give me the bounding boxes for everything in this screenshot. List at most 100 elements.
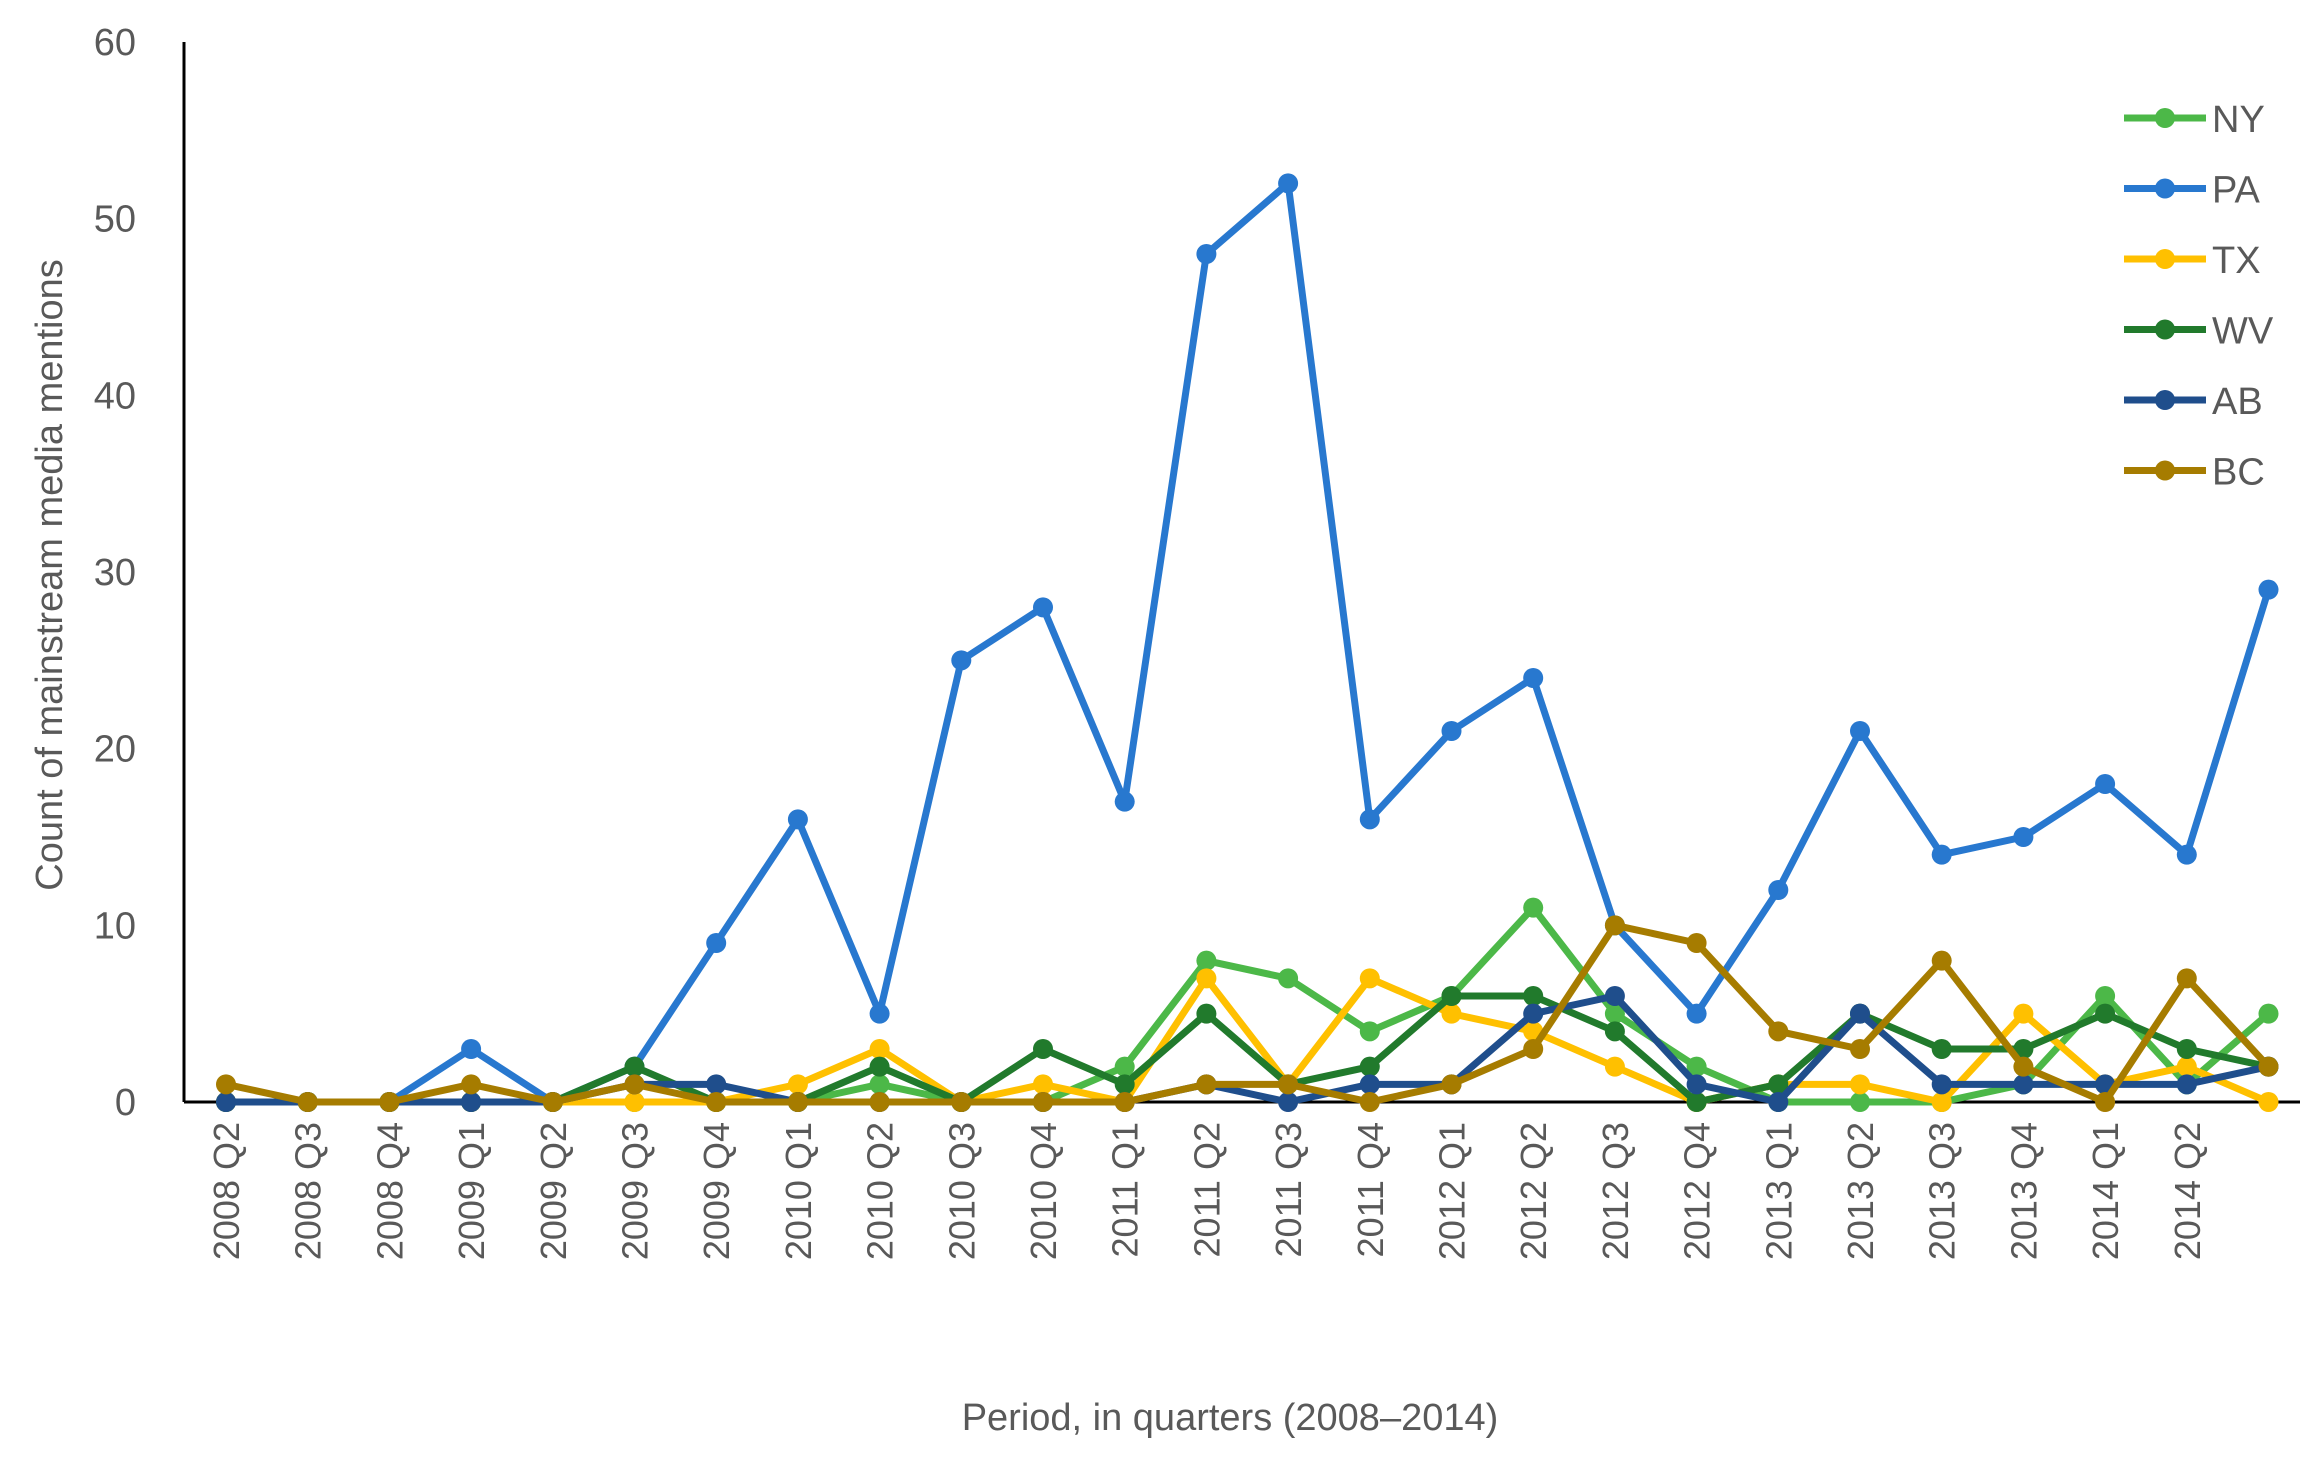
data-point-pa: [461, 1039, 482, 1059]
data-point-ab: [2176, 1074, 2197, 1095]
data-point-tx: [1033, 1074, 1053, 1095]
data-point-bc: [1033, 1092, 1053, 1112]
y-tick-labels: 0 10 20 30 40 50 60: [94, 22, 136, 1124]
data-point-wv: [1033, 1039, 1053, 1059]
data-point-bc: [787, 1092, 808, 1112]
data-point-bc: [624, 1074, 645, 1095]
data-point-pa: [2095, 774, 2116, 794]
series-line-ny: [222, 904, 2272, 1106]
y-tick-label: 20: [94, 729, 136, 771]
data-point-ny: [1359, 1021, 1380, 1042]
series-line-pa: [222, 179, 2272, 1106]
data-point-bc: [951, 1092, 972, 1112]
data-point-pa: [2258, 579, 2279, 600]
x-tick-label: 2009 Q3: [615, 1122, 656, 1260]
x-tick-label: 2011 Q3: [1268, 1122, 1309, 1257]
data-point-bc: [1604, 915, 1625, 936]
data-point-tx: [1850, 1074, 1870, 1095]
data-point-bc: [379, 1092, 400, 1112]
data-point-tx: [787, 1074, 808, 1095]
legend-swatch-marker: [2155, 319, 2175, 340]
x-tick-label: 2010 Q3: [941, 1122, 982, 1260]
x-tick-label: 2010 Q1: [778, 1122, 819, 1260]
data-point-ab: [216, 1092, 236, 1112]
x-tick-label: 2012 Q3: [1595, 1122, 1636, 1260]
data-point-bc: [216, 1074, 236, 1095]
legend-label: WV: [2212, 311, 2274, 353]
data-point-ab: [461, 1092, 482, 1112]
x-tick-label: 2011 Q4: [1350, 1122, 1391, 1257]
data-point-bc: [1359, 1092, 1380, 1112]
data-point-wv: [1686, 1092, 1707, 1112]
data-point-wv: [1523, 986, 1544, 1006]
x-tick-label: 2009 Q4: [696, 1122, 737, 1260]
x-tick-label: 2010 Q2: [860, 1122, 901, 1260]
data-point-wv: [1931, 1039, 1952, 1059]
legend-swatch-marker: [2155, 249, 2175, 269]
data-point-tx: [1931, 1092, 1952, 1112]
legend-item-ny: NY: [2124, 99, 2265, 141]
legend-item-ab: AB: [2124, 381, 2263, 423]
legend-label: PA: [2212, 170, 2261, 212]
data-point-ny: [1278, 968, 1299, 989]
axes: [182, 42, 2300, 1104]
data-point-ny: [869, 1074, 890, 1095]
y-tick-label: 50: [94, 199, 136, 241]
data-point-wv: [1359, 1056, 1380, 1077]
series-ny: [216, 897, 2279, 1112]
data-point-ab: [706, 1074, 727, 1095]
y-tick-label: 60: [94, 22, 136, 64]
data-point-bc: [2095, 1092, 2116, 1112]
data-point-wv: [2176, 1039, 2197, 1059]
legend-swatch-marker: [2155, 390, 2175, 410]
data-point-pa: [1523, 668, 1544, 688]
series-line-bc: [222, 921, 2272, 1106]
x-tick-label: 2009 Q1: [451, 1122, 492, 1260]
data-point-tx: [1359, 968, 1380, 989]
data-point-bc: [1850, 1039, 1870, 1059]
data-point-bc: [1686, 933, 1707, 953]
data-point-ab: [1359, 1074, 1380, 1095]
data-point-ny: [1523, 897, 1544, 918]
data-point-pa: [1768, 880, 1789, 900]
data-point-pa: [1686, 1003, 1707, 1024]
data-point-pa: [1850, 721, 1870, 741]
legend-swatch-marker: [2155, 108, 2175, 128]
data-point-tx: [1441, 1003, 1462, 1024]
data-point-wv: [1768, 1074, 1789, 1095]
x-tick-label: 2008 Q4: [369, 1122, 410, 1260]
legend-label: AB: [2212, 381, 2263, 423]
x-tick-label: 2013 Q4: [2003, 1122, 2044, 1260]
data-point-ab: [1604, 986, 1625, 1006]
data-point-pa: [1114, 791, 1135, 812]
data-point-tx: [2258, 1092, 2279, 1112]
legend-item-bc: BC: [2124, 452, 2265, 494]
data-point-bc: [1931, 950, 1952, 971]
data-point-wv: [869, 1056, 890, 1077]
x-tick-label: 2010 Q4: [1023, 1122, 1064, 1260]
legend-swatch-marker: [2155, 178, 2175, 199]
data-point-bc: [461, 1074, 482, 1095]
x-tick-label: 2008 Q3: [288, 1122, 329, 1260]
data-point-pa: [2176, 844, 2197, 865]
x-tick-label: 2012 Q4: [1677, 1122, 1718, 1260]
data-point-tx: [2176, 1056, 2197, 1077]
data-point-pa: [951, 650, 972, 671]
x-tick-label: 2013 Q3: [1922, 1122, 1963, 1260]
series-layer: [216, 173, 2279, 1112]
data-point-pa: [2013, 827, 2034, 847]
x-tick-label: 2014 Q2: [2167, 1122, 2208, 1260]
x-axis-title: Period, in quarters (2008–2014): [962, 1397, 1499, 1439]
data-point-wv: [624, 1056, 645, 1077]
y-tick-label: 40: [94, 375, 136, 417]
data-point-ny: [1114, 1056, 1135, 1077]
data-point-bc: [1196, 1074, 1217, 1095]
x-tick-label: 2013 Q1: [1758, 1122, 1799, 1260]
data-point-ny: [2095, 986, 2116, 1006]
data-point-bc: [2258, 1056, 2279, 1077]
data-point-bc: [869, 1092, 890, 1112]
data-point-ab: [2013, 1074, 2034, 1095]
y-tick-label: 10: [94, 905, 136, 947]
